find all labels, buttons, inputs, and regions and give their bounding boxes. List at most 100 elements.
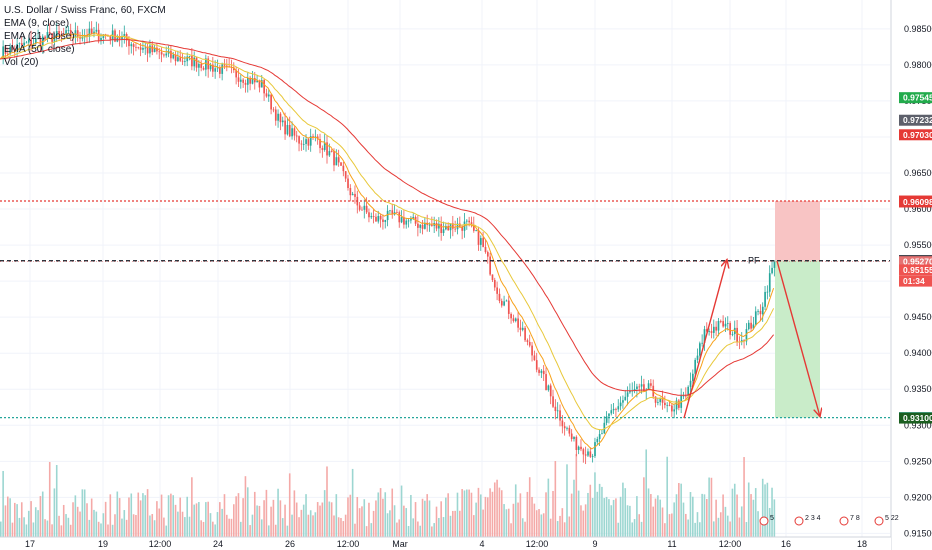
volume-bar bbox=[687, 519, 689, 537]
volume-bar bbox=[86, 503, 88, 537]
volume-bar bbox=[20, 502, 23, 537]
candle-body bbox=[482, 238, 485, 247]
volume-bar bbox=[622, 482, 624, 537]
candle-body bbox=[412, 216, 415, 219]
time-tick-label: 12:00 bbox=[337, 539, 360, 549]
candle-body bbox=[701, 342, 704, 344]
candle-body bbox=[144, 47, 147, 49]
candle-body bbox=[650, 383, 652, 386]
candle-body bbox=[647, 383, 650, 390]
volume-bar bbox=[344, 514, 347, 537]
candle-body bbox=[270, 94, 272, 110]
price-tag-label: 0.93100 bbox=[903, 413, 932, 423]
volume-bar bbox=[533, 503, 536, 537]
candle-body bbox=[163, 54, 165, 56]
candle-body bbox=[309, 136, 312, 146]
candle-body bbox=[253, 78, 256, 83]
volume-bar bbox=[216, 512, 219, 537]
event-markers[interactable]: 5 2 3 4 7 8 5 22 bbox=[759, 515, 899, 526]
candle-body bbox=[102, 34, 105, 38]
volume-bar bbox=[428, 500, 431, 537]
trend-arrows[interactable] bbox=[683, 259, 820, 419]
volume-bar bbox=[747, 482, 750, 537]
candle-body bbox=[219, 67, 221, 74]
candle-body bbox=[349, 188, 352, 196]
volume-bar bbox=[526, 491, 529, 537]
legend-ema-9[interactable]: EMA (9, close) bbox=[4, 18, 70, 29]
volume-bar bbox=[384, 492, 387, 537]
candle-body bbox=[549, 385, 552, 397]
volume-bar bbox=[39, 496, 42, 537]
candle-body bbox=[675, 400, 678, 410]
volume-bar bbox=[407, 525, 410, 537]
volume-bar bbox=[177, 511, 179, 537]
volume-bar bbox=[486, 497, 489, 537]
volume-bar bbox=[330, 502, 333, 537]
volume-bar bbox=[263, 500, 265, 537]
candle-body bbox=[587, 451, 589, 456]
volume-bar bbox=[142, 493, 144, 537]
volume-bar bbox=[612, 499, 615, 537]
time-tick-label: 17 bbox=[25, 539, 35, 549]
candle-body bbox=[156, 47, 158, 52]
candle-body bbox=[295, 135, 298, 137]
ema-line-21 bbox=[0, 34, 775, 431]
legend-ema-50[interactable]: EMA (50, close) bbox=[4, 44, 75, 55]
volume-bar bbox=[25, 524, 28, 537]
legend-ema-21[interactable]: EMA (21, close) bbox=[4, 31, 75, 42]
volume-bar bbox=[396, 522, 398, 537]
volume-bar bbox=[654, 498, 657, 537]
volume-bar bbox=[102, 513, 105, 537]
volume-bar bbox=[235, 496, 237, 537]
candle-body bbox=[438, 223, 440, 229]
candle-body bbox=[699, 343, 701, 356]
legend-volume[interactable]: Vol (20) bbox=[4, 57, 39, 68]
time-axis-bg bbox=[0, 537, 891, 550]
candle-body bbox=[740, 340, 743, 342]
volume-bar bbox=[463, 490, 466, 537]
time-axis[interactable]: 17 19 12:00 24 26 12:00 Mar 4 12:00 9 11 12:00 16 18 bbox=[0, 536, 891, 550]
volume-bar bbox=[368, 502, 370, 537]
volume-bar bbox=[694, 522, 696, 537]
candle-body bbox=[272, 109, 275, 111]
candle-body bbox=[184, 61, 186, 63]
price-axis[interactable]: 0.985000.980000.975000.970000.965000.960… bbox=[890, 0, 932, 550]
short-position-tool[interactable] bbox=[775, 201, 820, 418]
price-tag-label: 01:34 bbox=[903, 276, 925, 286]
volume-bar bbox=[666, 456, 668, 537]
volume-bar bbox=[139, 500, 142, 537]
candle-body bbox=[198, 63, 200, 68]
candle-body bbox=[386, 210, 389, 221]
volume-bar bbox=[491, 491, 494, 537]
volume-bar bbox=[265, 489, 268, 537]
horizontal-levels[interactable]: PF bbox=[0, 200, 890, 419]
volume-bar bbox=[705, 498, 708, 537]
candle-body bbox=[246, 77, 249, 85]
volume-bar bbox=[405, 508, 408, 537]
candle-body bbox=[694, 359, 697, 374]
volume-bar bbox=[191, 477, 193, 537]
volume-bar bbox=[710, 477, 713, 537]
volume-bar bbox=[60, 525, 63, 537]
candle-body bbox=[526, 340, 529, 342]
volume-bar bbox=[519, 493, 522, 537]
volume-bar bbox=[65, 514, 67, 537]
volume-bar bbox=[58, 515, 60, 537]
candle-body bbox=[121, 36, 123, 40]
volume-bar bbox=[685, 513, 687, 537]
candle-body bbox=[421, 224, 424, 229]
candle-body bbox=[188, 55, 191, 57]
candle-body bbox=[640, 384, 643, 387]
candle-body bbox=[468, 220, 471, 223]
candle-body bbox=[372, 216, 375, 217]
trend-arrow-down bbox=[776, 260, 820, 417]
candle-body bbox=[333, 151, 335, 166]
volume-bar bbox=[489, 488, 491, 537]
volume-bar bbox=[323, 490, 326, 537]
candle-body bbox=[305, 139, 307, 144]
candle-body bbox=[90, 28, 93, 34]
volume-bar bbox=[9, 498, 11, 537]
volume-bar bbox=[174, 504, 177, 537]
